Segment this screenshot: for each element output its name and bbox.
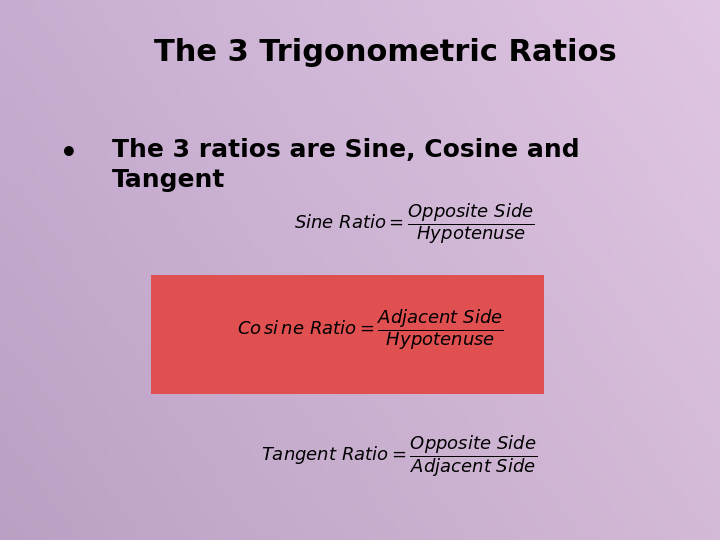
Text: $\mathit{Sine\ Ratio} = \dfrac{\mathit{Opposite\ Side}}{\mathit{Hypotenuse}}$: $\mathit{Sine\ Ratio} = \dfrac{\mathit{O… bbox=[294, 202, 534, 246]
Text: The 3 ratios are Sine, Cosine and
Tangent: The 3 ratios are Sine, Cosine and Tangen… bbox=[112, 138, 579, 192]
Text: The 3 Trigonometric Ratios: The 3 Trigonometric Ratios bbox=[154, 38, 616, 67]
FancyBboxPatch shape bbox=[151, 275, 544, 394]
Text: $\mathit{Tangent\ Ratio} = \dfrac{\mathit{Opposite\ Side}}{\mathit{Adjacent\ Sid: $\mathit{Tangent\ Ratio} = \dfrac{\mathi… bbox=[261, 434, 538, 479]
Text: $\mathit{Co\,si\,ne\ Ratio} = \dfrac{\mathit{Adjacent\ Side}}{\mathit{Hypotenuse: $\mathit{Co\,si\,ne\ Ratio} = \dfrac{\ma… bbox=[238, 307, 504, 352]
Text: •: • bbox=[60, 140, 77, 168]
